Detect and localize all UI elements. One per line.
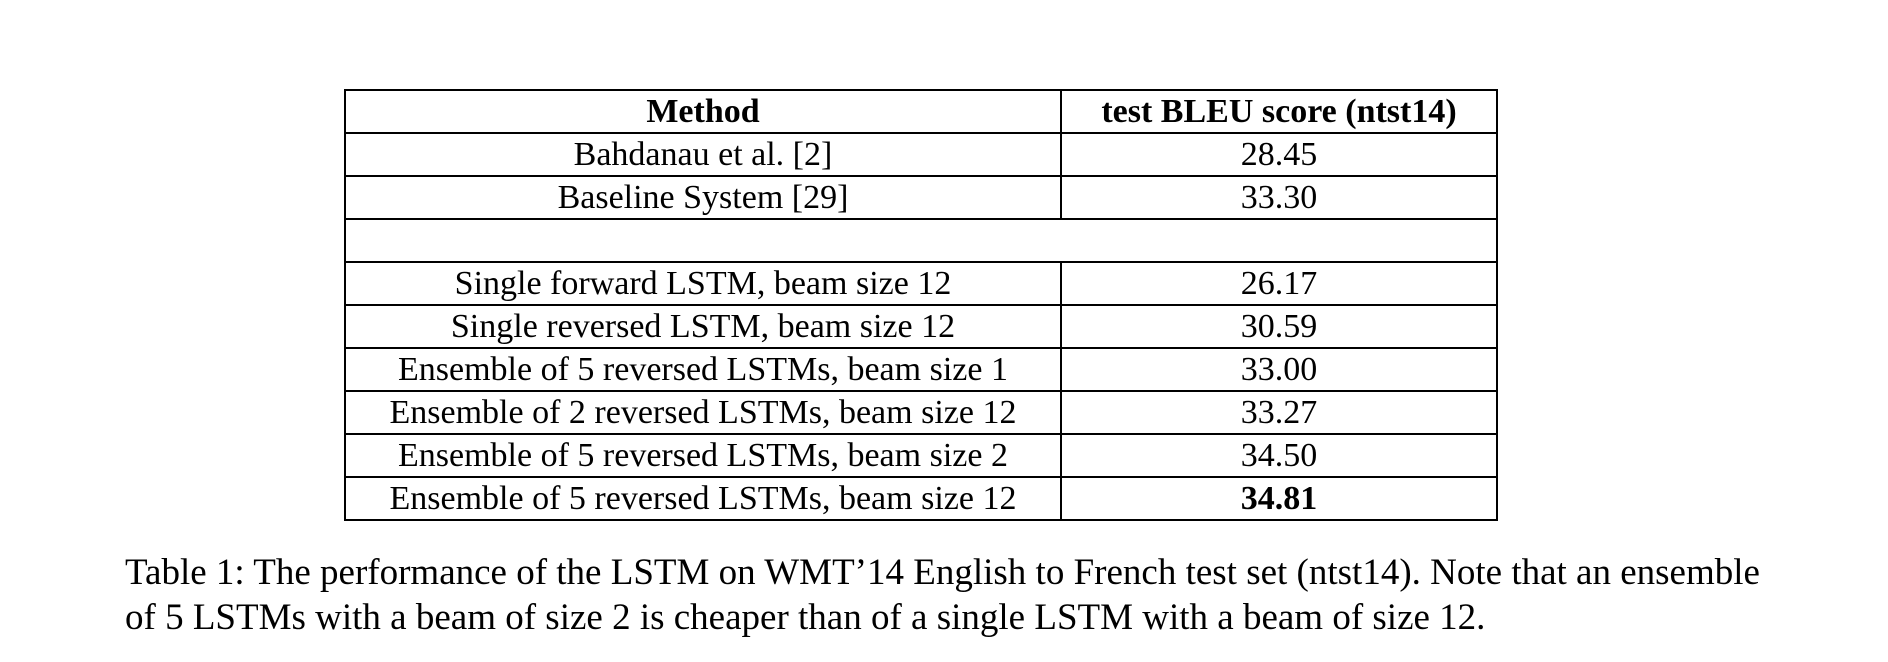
method-cell: Ensemble of 5 reversed LSTMs, beam size … [344,347,1062,392]
score-cell: 34.50 [1060,433,1498,478]
table-row: Bahdanau et al. [2] 28.45 [344,132,1498,177]
score-cell: 33.30 [1060,175,1498,220]
table-header-row: Method test BLEU score (ntst14) [344,89,1498,134]
group-separator-cell [344,218,1498,263]
method-cell: Single forward LSTM, beam size 12 [344,261,1062,306]
score-cell: 33.00 [1060,347,1498,392]
results-table-container: Method test BLEU score (ntst14) Bahdanau… [344,89,1498,521]
method-cell: Single reversed LSTM, beam size 12 [344,304,1062,349]
score-cell: 28.45 [1060,132,1498,177]
results-table: Method test BLEU score (ntst14) Bahdanau… [344,89,1498,521]
score-cell: 33.27 [1060,390,1498,435]
column-header-method: Method [344,89,1062,134]
table-row: Ensemble of 5 reversed LSTMs, beam size … [344,476,1498,521]
table-caption: Table 1: The performance of the LSTM on … [125,552,1760,638]
best-score-cell: 34.81 [1060,476,1498,521]
method-cell: Ensemble of 5 reversed LSTMs, beam size … [344,476,1062,521]
score-cell: 30.59 [1060,304,1498,349]
method-cell: Baseline System [29] [344,175,1062,220]
table-row: Ensemble of 2 reversed LSTMs, beam size … [344,390,1498,435]
column-header-bleu-score: test BLEU score (ntst14) [1060,89,1498,134]
table-row: Ensemble of 5 reversed LSTMs, beam size … [344,347,1498,392]
table-row: Single forward LSTM, beam size 12 26.17 [344,261,1498,306]
method-cell: Bahdanau et al. [2] [344,132,1062,177]
score-cell: 26.17 [1060,261,1498,306]
group-separator [344,218,1498,263]
method-cell: Ensemble of 2 reversed LSTMs, beam size … [344,390,1062,435]
table-row: Baseline System [29] 33.30 [344,175,1498,220]
method-cell: Ensemble of 5 reversed LSTMs, beam size … [344,433,1062,478]
table-row: Single reversed LSTM, beam size 12 30.59 [344,304,1498,349]
table-row: Ensemble of 5 reversed LSTMs, beam size … [344,433,1498,478]
